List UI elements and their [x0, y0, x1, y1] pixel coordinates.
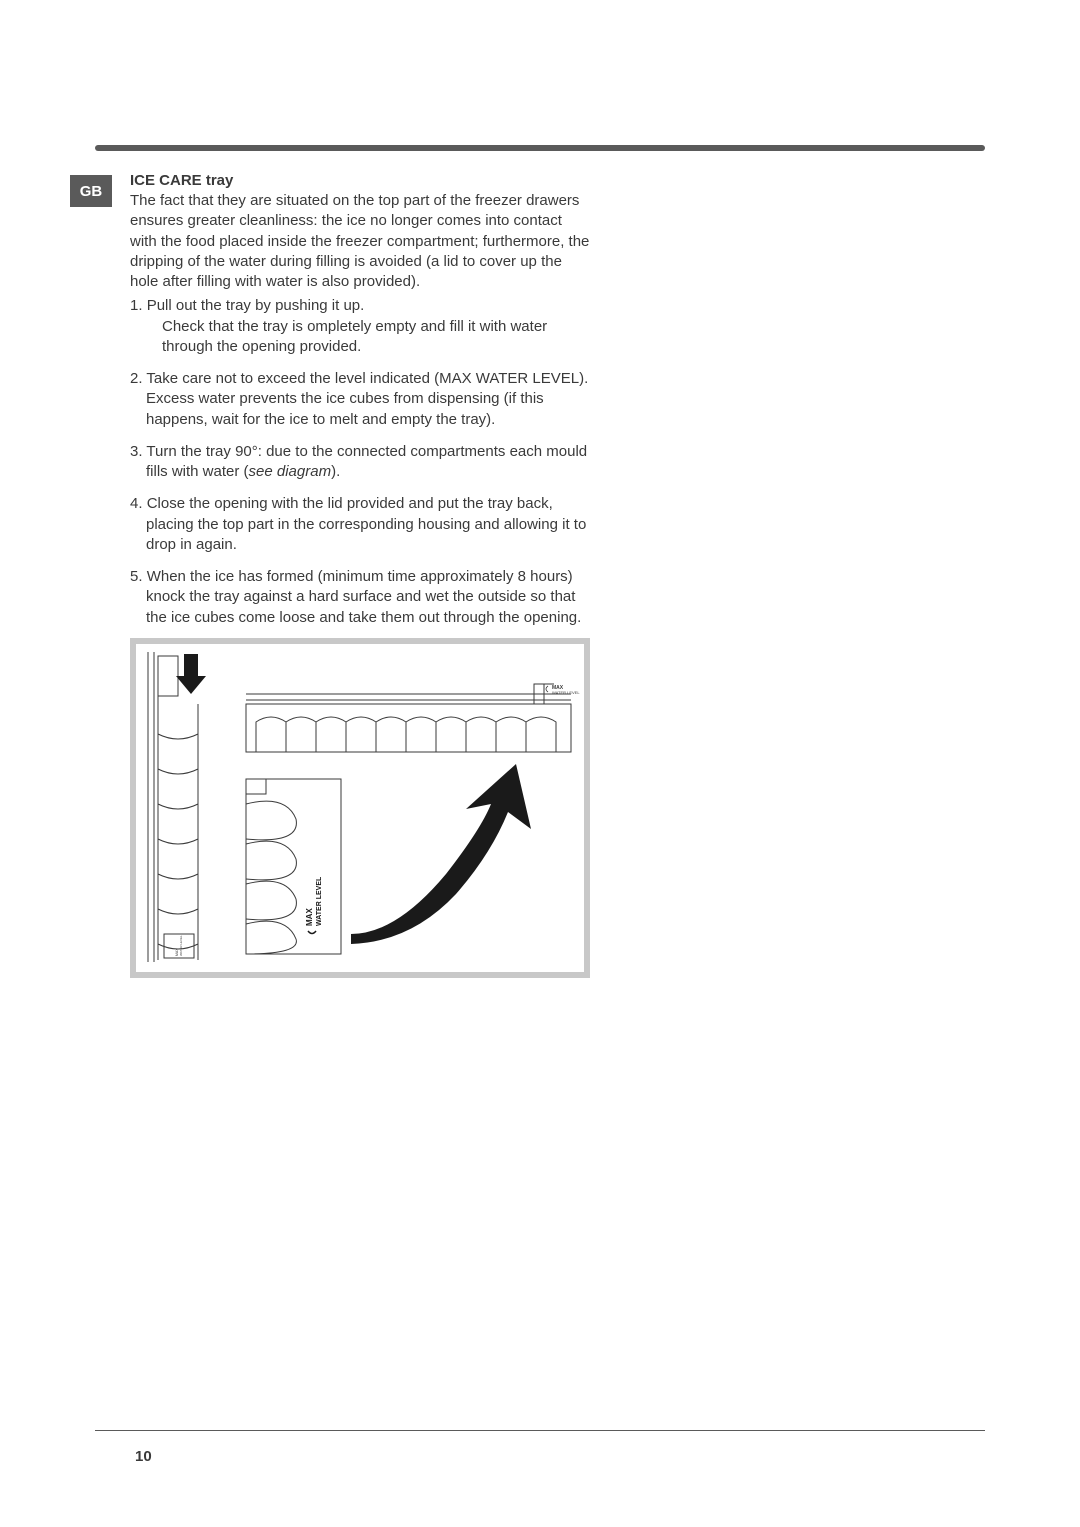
step-4: 4. Close the opening with the lid provid… [130, 494, 590, 555]
content-column: ICE CARE tray The fact that they are sit… [130, 172, 590, 640]
step-text: Pull out the tray by pushing it up. [147, 297, 365, 314]
page-number: 10 [135, 1448, 152, 1465]
water-level-label-small: WATER LEVEL [552, 690, 580, 695]
step-number: 5. [130, 568, 143, 585]
max-label-large: MAX [305, 908, 314, 926]
step-list: 1. Pull out the tray by pushing it up. C… [130, 296, 590, 628]
intro-paragraph: The fact that they are situated on the t… [130, 191, 590, 292]
step-text: Take care not to exceed the level indica… [146, 370, 588, 428]
water-level-label-large: WATER LEVEL [316, 876, 323, 926]
step-2: 2. Take care not to exceed the level ind… [130, 369, 590, 430]
step-number: 3. [130, 443, 143, 460]
language-code: GB [80, 183, 103, 200]
top-horizontal-rule [95, 145, 985, 151]
bottom-horizontal-rule [95, 1430, 985, 1431]
step-tail: ). [331, 463, 340, 480]
step-3: 3. Turn the tray 90°: due to the connect… [130, 442, 590, 483]
step-number: 4. [130, 495, 143, 512]
step-italic: see diagram [249, 463, 332, 480]
language-badge: GB [70, 175, 112, 207]
step-text: Turn the tray 90°: due to the connected … [146, 443, 587, 480]
diagram-svg: MAX WATER LEVEL MAX WATER LEVEL MAX [136, 644, 584, 972]
step-1: 1. Pull out the tray by pushing it up. C… [130, 296, 590, 357]
step-number: 1. [130, 297, 143, 314]
step-text: When the ice has formed (minimum time ap… [146, 568, 581, 626]
svg-text:WATER LEVEL: WATER LEVEL [179, 935, 183, 956]
step-5: 5. When the ice has formed (minimum time… [130, 567, 590, 628]
ice-tray-diagram: MAX WATER LEVEL MAX WATER LEVEL MAX [130, 638, 590, 978]
step-number: 2. [130, 370, 143, 387]
section-title: ICE CARE tray [130, 172, 590, 189]
step-text: Close the opening with the lid provided … [146, 495, 586, 553]
step-sub: Check that the tray is ompletely empty a… [146, 317, 590, 358]
